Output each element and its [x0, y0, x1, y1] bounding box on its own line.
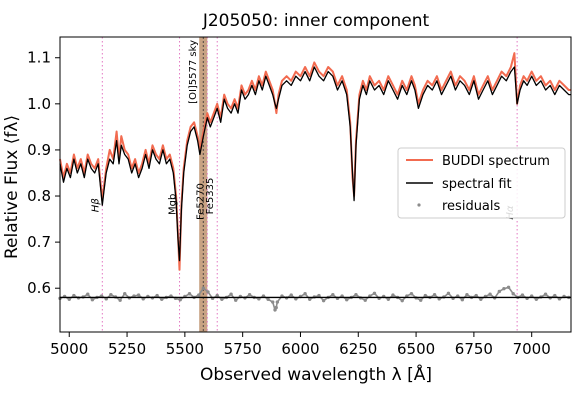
legend-box	[397, 147, 566, 219]
x-tick-label: 6250	[339, 340, 377, 358]
masked-band-oi5577	[199, 37, 208, 332]
series-line-buddi-spectrum	[59, 52, 571, 271]
legend-label-residuals: residuals	[442, 199, 501, 214]
series-line-spectral-fit	[59, 66, 571, 262]
series-layer	[58, 52, 571, 313]
x-tick-label: 5500	[166, 340, 204, 358]
x-tick-label: 6500	[397, 340, 435, 358]
legend-swatch-residuals	[417, 203, 421, 207]
chart-title: J205050: inner component	[202, 11, 430, 31]
x-axis-title: Observed wavelength λ [Å]	[200, 363, 432, 385]
y-tick-label: 0.7	[27, 233, 51, 251]
x-tick-label: 7000	[513, 340, 551, 358]
x-tick-label: 6000	[281, 340, 319, 358]
masked-band-label: [OI]5577 sky	[188, 40, 199, 104]
x-tick-label: 5000	[50, 340, 88, 358]
line-marker-label-3: Fe5335	[205, 178, 216, 215]
legend-label-fit: spectral fit	[442, 177, 512, 192]
y-tick-label: 0.8	[27, 187, 51, 205]
line-marker-label-0: Hβ	[90, 198, 101, 213]
legend-label-spectrum: BUDDI spectrum	[442, 154, 550, 169]
plot-frame	[59, 36, 572, 333]
x-tick-label: 5250	[108, 340, 146, 358]
y-tick-label: 1.1	[27, 49, 51, 67]
legend: BUDDI spectrum spectral fit residuals	[397, 147, 566, 219]
y-tick-label: 0.9	[27, 141, 51, 159]
masked-band-layer	[199, 37, 208, 332]
y-tick-label: 0.6	[27, 279, 51, 297]
x-tick-label: 6750	[455, 340, 493, 358]
y-tick-label: 1.0	[27, 95, 51, 113]
x-tick-label: 5750	[224, 340, 262, 358]
line-marker-label-2: Fe5270	[195, 183, 206, 220]
axis-ticks-layer: 5000 5250 5500 5750 6000 6250 6500 6750 7000 0.6 0…	[27, 49, 551, 358]
y-axis-title: Relative Flux ⟨fλ⟩	[2, 115, 22, 259]
line-marker-label-1: Mgb	[168, 194, 179, 215]
